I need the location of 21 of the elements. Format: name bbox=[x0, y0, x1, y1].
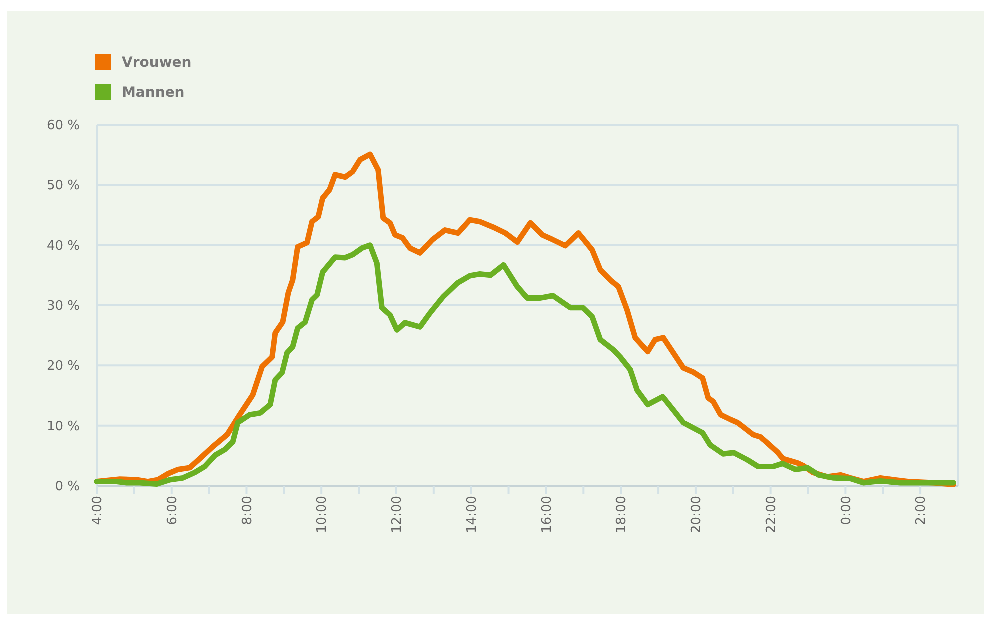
x-tick-label: 14:00 bbox=[464, 496, 480, 534]
y-tick-label: 20 % bbox=[46, 359, 80, 374]
y-tick-label: 50 % bbox=[46, 178, 80, 194]
legend-label: Vrouwen bbox=[122, 54, 192, 71]
x-tick-label: 16:00 bbox=[540, 496, 555, 534]
x-tick-label: 2:00 bbox=[914, 496, 930, 526]
x-tick-label: 20:00 bbox=[690, 496, 705, 534]
y-tick-label: 0 % bbox=[55, 480, 80, 495]
x-tick-label: 18:00 bbox=[614, 496, 630, 534]
y-tick-label: 10 % bbox=[46, 419, 80, 434]
x-tick-label: 6:00 bbox=[165, 496, 180, 526]
x-tick-label: 22:00 bbox=[764, 496, 780, 534]
x-tick-label: 10:00 bbox=[315, 496, 330, 534]
y-tick-label: 40 % bbox=[46, 238, 80, 254]
y-tick-label: 30 % bbox=[46, 299, 80, 314]
x-tick-label: 4:00 bbox=[90, 496, 106, 526]
legend-label: Mannen bbox=[122, 84, 185, 101]
x-tick-label: 8:00 bbox=[240, 496, 256, 526]
x-tick-label: 12:00 bbox=[390, 496, 406, 534]
x-tick-label: 0:00 bbox=[839, 496, 854, 526]
y-tick-label: 60 % bbox=[46, 118, 80, 134]
